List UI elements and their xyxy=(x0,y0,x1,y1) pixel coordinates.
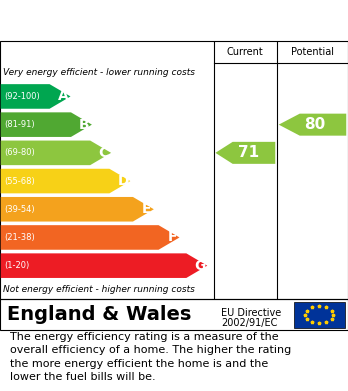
Text: EU Directive: EU Directive xyxy=(221,308,281,318)
Text: C: C xyxy=(99,146,109,160)
Bar xyxy=(294,301,345,328)
Text: England & Wales: England & Wales xyxy=(7,305,191,324)
Polygon shape xyxy=(1,253,207,278)
Polygon shape xyxy=(279,114,346,136)
Text: F: F xyxy=(167,230,177,244)
Text: (1-20): (1-20) xyxy=(4,261,30,270)
Text: B: B xyxy=(79,118,90,132)
Polygon shape xyxy=(215,142,275,164)
Text: (39-54): (39-54) xyxy=(4,205,35,214)
Text: 71: 71 xyxy=(238,145,259,160)
Text: E: E xyxy=(142,202,151,216)
Text: (69-80): (69-80) xyxy=(4,148,35,157)
Text: Very energy efficient - lower running costs: Very energy efficient - lower running co… xyxy=(3,68,196,77)
Text: (55-68): (55-68) xyxy=(4,177,35,186)
Polygon shape xyxy=(1,225,180,250)
Polygon shape xyxy=(1,112,92,137)
Polygon shape xyxy=(1,169,130,193)
Text: 2002/91/EC: 2002/91/EC xyxy=(221,317,277,328)
Polygon shape xyxy=(1,84,71,109)
Polygon shape xyxy=(1,197,154,222)
Text: D: D xyxy=(117,174,129,188)
Polygon shape xyxy=(1,140,111,165)
Text: The energy efficiency rating is a measure of the
overall efficiency of a home. T: The energy efficiency rating is a measur… xyxy=(10,332,292,382)
Text: Potential: Potential xyxy=(291,47,334,57)
Text: (81-91): (81-91) xyxy=(4,120,35,129)
Text: Not energy efficient - higher running costs: Not energy efficient - higher running co… xyxy=(3,285,195,294)
Text: Current: Current xyxy=(227,47,264,57)
Text: A: A xyxy=(58,90,69,104)
Text: 80: 80 xyxy=(304,117,325,132)
Text: (21-38): (21-38) xyxy=(4,233,35,242)
Text: (92-100): (92-100) xyxy=(4,92,40,101)
Text: Energy Efficiency Rating: Energy Efficiency Rating xyxy=(69,13,279,28)
Text: G: G xyxy=(194,259,206,273)
